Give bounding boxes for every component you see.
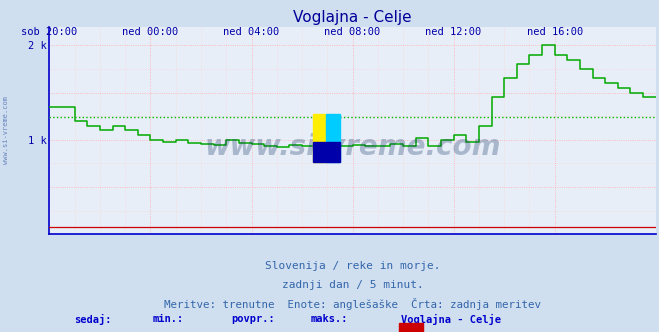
Text: www.si-vreme.com: www.si-vreme.com (3, 96, 9, 164)
Text: min.:: min.: (152, 313, 184, 324)
Title: Voglajna - Celje: Voglajna - Celje (293, 10, 412, 25)
Bar (399, 323, 422, 332)
Text: sob 20:00: sob 20:00 (21, 27, 78, 37)
Text: www.si-vreme.com: www.si-vreme.com (204, 133, 501, 161)
Text: Slovenija / reke in morje.: Slovenija / reke in morje. (265, 261, 440, 271)
Text: povpr.:: povpr.: (231, 313, 275, 324)
Text: Voglajna - Celje: Voglajna - Celje (401, 313, 501, 325)
Text: zadnji dan / 5 minut.: zadnji dan / 5 minut. (281, 280, 424, 290)
Text: Meritve: trenutne  Enote: anglešaške  Črta: zadnja meritev: Meritve: trenutne Enote: anglešaške Črta… (164, 297, 541, 309)
Bar (326, 114, 340, 162)
Text: ned 04:00: ned 04:00 (223, 27, 279, 37)
Text: ned 00:00: ned 00:00 (123, 27, 179, 37)
Bar (313, 114, 326, 162)
Text: ned 12:00: ned 12:00 (426, 27, 482, 37)
Text: ned 08:00: ned 08:00 (324, 27, 381, 37)
Text: maks.:: maks.: (310, 313, 348, 324)
Text: sedaj:: sedaj: (74, 313, 111, 325)
Text: ned 16:00: ned 16:00 (527, 27, 583, 37)
Bar (313, 141, 340, 162)
